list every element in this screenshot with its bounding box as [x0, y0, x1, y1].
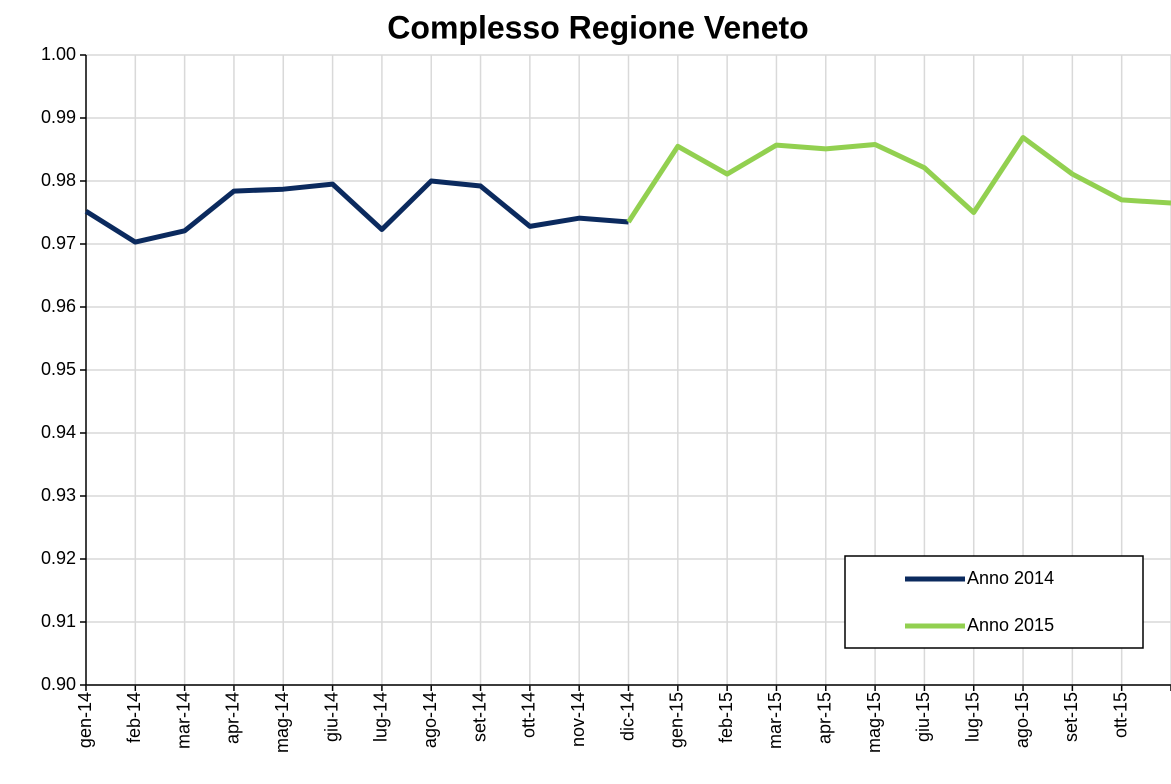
legend-box [844, 555, 1144, 649]
x-tick-label: lug-14 [371, 692, 391, 742]
x-tick-label: ott-14 [519, 692, 539, 738]
y-tick-label: 1.00 [41, 44, 76, 64]
x-tick-label: ott-15 [1110, 692, 1130, 738]
y-tick-label: 0.94 [41, 422, 76, 442]
x-tick-label: mag-15 [864, 692, 884, 753]
x-tick-label: giu-15 [913, 692, 933, 742]
x-tick-label: gen-14 [75, 692, 95, 748]
x-tick-label: feb-15 [716, 692, 736, 743]
x-tick-label: dic-14 [617, 692, 637, 741]
x-tick-label: apr-15 [815, 692, 835, 744]
x-tick-label: ago-14 [420, 692, 440, 748]
legend-label: Anno 2014 [967, 568, 1054, 588]
y-tick-label: 0.97 [41, 233, 76, 253]
x-tick-label: mar-15 [765, 692, 785, 749]
x-tick-label: lug-15 [962, 692, 982, 742]
x-tick-label: apr-14 [223, 692, 243, 744]
y-tick-label: 0.96 [41, 296, 76, 316]
y-tick-label: 0.93 [41, 485, 76, 505]
y-tick-label: 0.92 [41, 548, 76, 568]
x-tick-label: nov-14 [568, 692, 588, 747]
series-line [626, 135, 1171, 224]
y-tick-label: 0.99 [41, 107, 76, 127]
chart-title: Complesso Regione Veneto [387, 9, 808, 45]
x-tick-label: feb-14 [124, 692, 144, 743]
x-tick-label: mag-14 [272, 692, 292, 753]
x-tick-label: set-15 [1061, 692, 1081, 742]
x-tick-label: set-14 [469, 692, 489, 742]
x-tick-label: mar-14 [173, 692, 193, 749]
y-tick-label: 0.90 [41, 674, 76, 694]
legend-label: Anno 2015 [967, 615, 1054, 635]
series-line [84, 178, 629, 245]
legend: Anno 2014 Anno 2015 [844, 555, 1144, 649]
x-tick-label: giu-14 [321, 692, 341, 742]
y-tick-label: 0.95 [41, 359, 76, 379]
y-tick-label: 0.91 [41, 611, 76, 631]
x-tick-label: gen-15 [667, 692, 687, 748]
x-tick-label: ago-15 [1012, 692, 1032, 748]
y-tick-label: 0.98 [41, 170, 76, 190]
